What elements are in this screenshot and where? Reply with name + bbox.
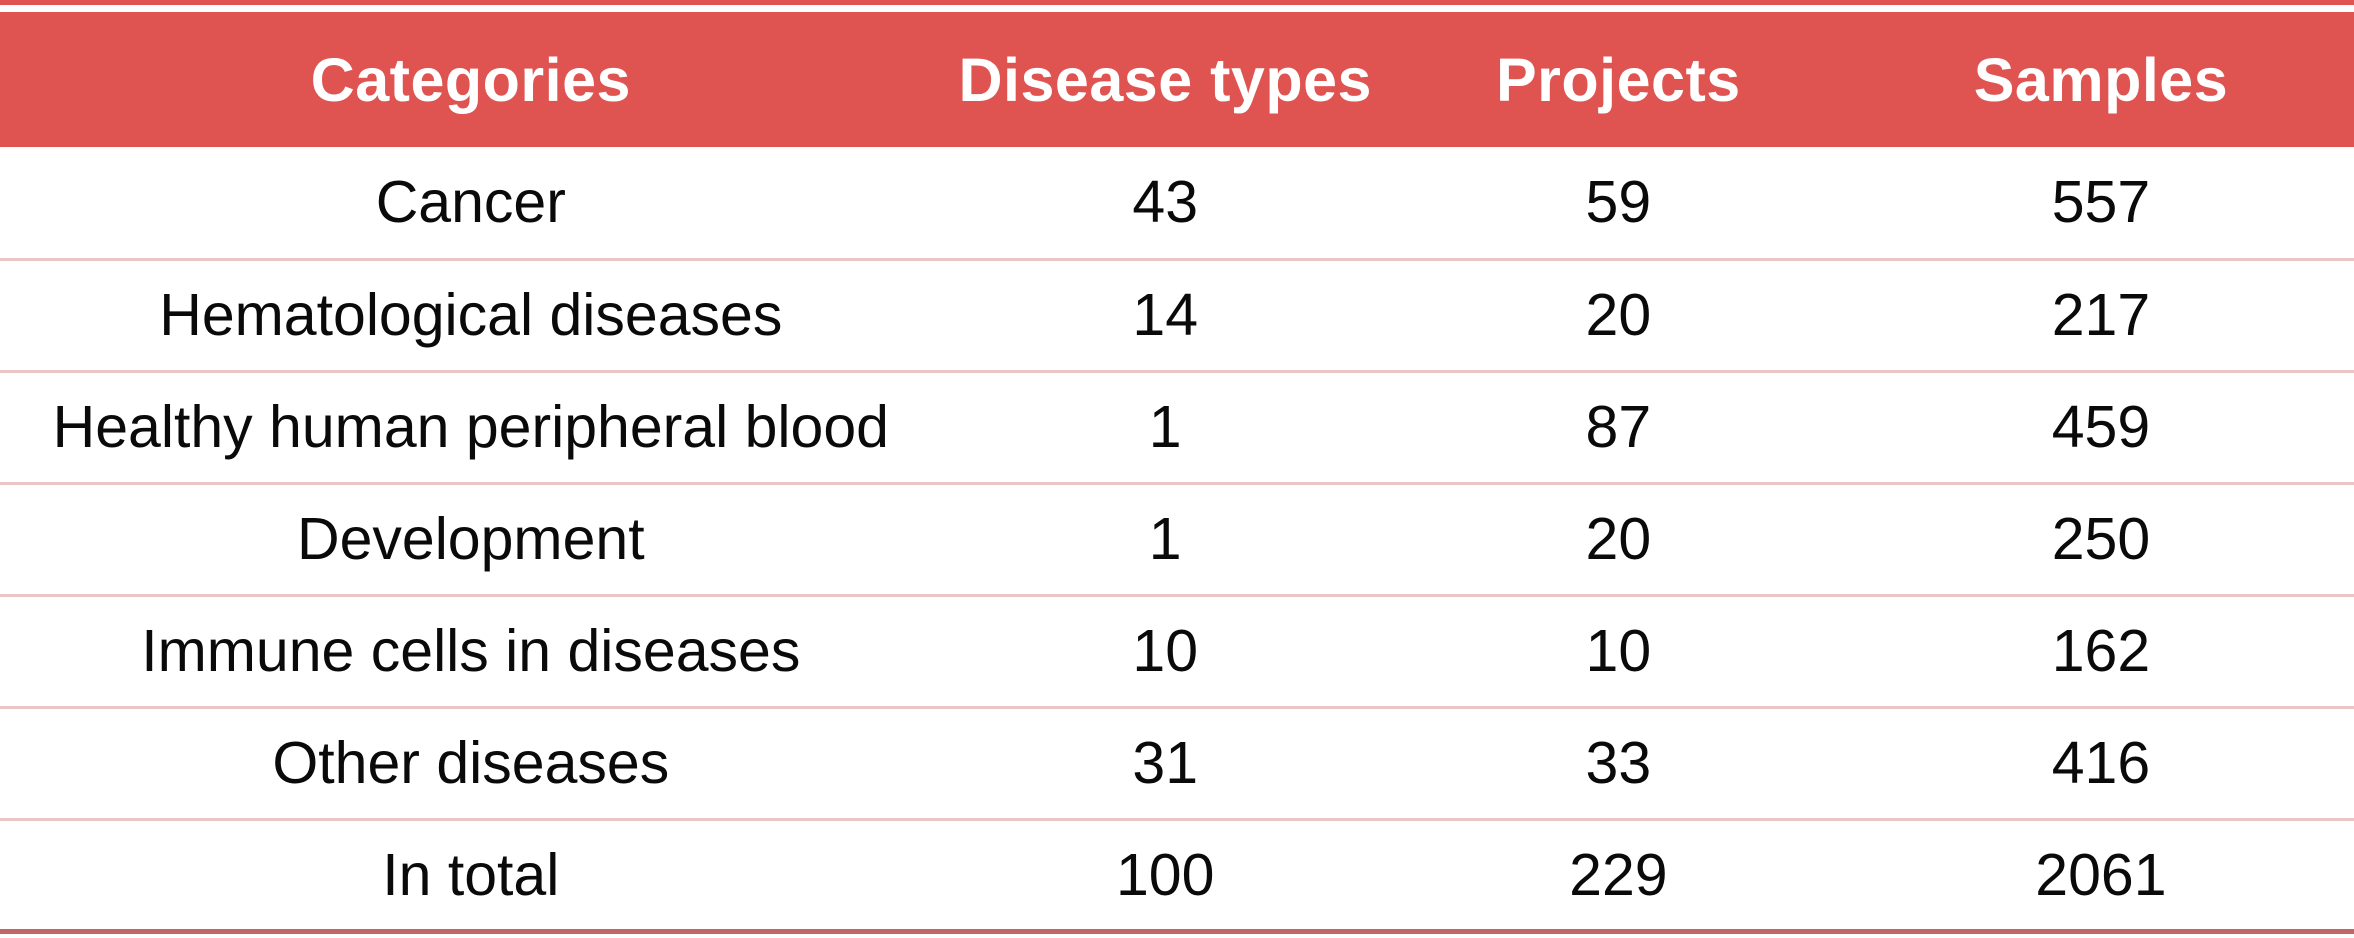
cell-disease-types: 14 [941, 259, 1389, 373]
cell-projects: 20 [1388, 483, 1848, 597]
cell-projects: 229 [1388, 819, 1848, 934]
column-header-projects: Projects [1388, 12, 1848, 147]
table-row: Hematological diseases 14 20 217 [0, 259, 2354, 373]
cell-disease-types: 1 [941, 371, 1389, 485]
cell-category: Development [0, 483, 942, 597]
cell-disease-types: 100 [941, 819, 1389, 934]
cell-category: Cancer [0, 147, 942, 261]
cell-samples: 2061 [1847, 819, 2354, 934]
disease-categories-table: Categories Disease types Projects Sample… [0, 12, 2354, 934]
cell-samples: 250 [1847, 483, 2354, 597]
table-body: Cancer 43 59 557 Hematological diseases … [0, 147, 2354, 934]
table-row: Cancer 43 59 557 [0, 147, 2354, 261]
cell-projects: 59 [1388, 147, 1848, 261]
cell-disease-types: 1 [941, 483, 1389, 597]
top-gap [0, 5, 2354, 12]
cell-disease-types: 31 [941, 707, 1389, 821]
cell-category: Immune cells in diseases [0, 595, 942, 709]
header-row: Categories Disease types Projects Sample… [0, 12, 2354, 147]
cell-category: Hematological diseases [0, 259, 942, 373]
cell-disease-types: 10 [941, 595, 1389, 709]
cell-samples: 416 [1847, 707, 2354, 821]
cell-category: In total [0, 819, 942, 934]
cell-samples: 162 [1847, 595, 2354, 709]
table-row: Healthy human peripheral blood 1 87 459 [0, 371, 2354, 485]
table-row: Development 1 20 250 [0, 483, 2354, 597]
cell-category: Healthy human peripheral blood [0, 371, 942, 485]
cell-samples: 217 [1847, 259, 2354, 373]
table-row: Other diseases 31 33 416 [0, 707, 2354, 821]
column-header-disease-types: Disease types [941, 12, 1389, 147]
column-header-categories: Categories [0, 12, 942, 147]
cell-projects: 33 [1388, 707, 1848, 821]
cell-projects: 87 [1388, 371, 1848, 485]
top-rule-divider [0, 0, 2354, 5]
table-header: Categories Disease types Projects Sample… [0, 12, 2354, 147]
cell-category: Other diseases [0, 707, 942, 821]
cell-projects: 20 [1388, 259, 1848, 373]
cell-samples: 459 [1847, 371, 2354, 485]
column-header-samples: Samples [1847, 12, 2354, 147]
cell-disease-types: 43 [941, 147, 1389, 261]
table-row-total: In total 100 229 2061 [0, 819, 2354, 934]
table-row: Immune cells in diseases 10 10 162 [0, 595, 2354, 709]
cell-samples: 557 [1847, 147, 2354, 261]
cell-projects: 10 [1388, 595, 1848, 709]
